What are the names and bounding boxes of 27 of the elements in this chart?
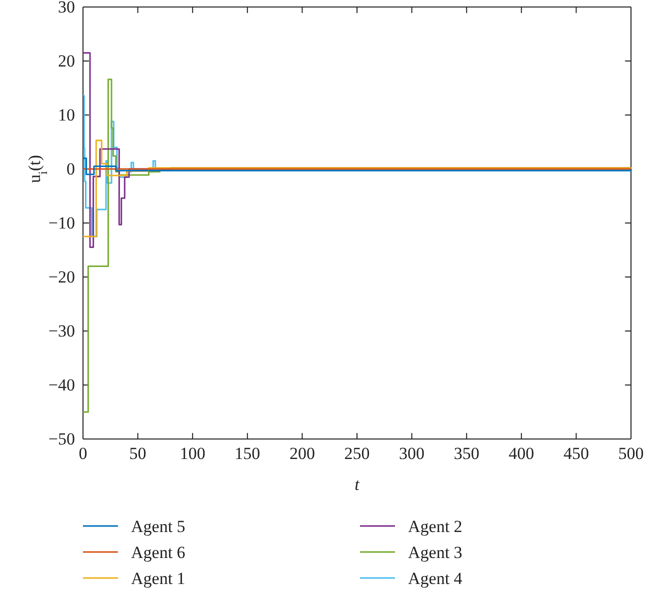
x-tick-label: 250 bbox=[344, 444, 370, 464]
x-tick-label: 100 bbox=[180, 444, 206, 464]
x-axis-title: t bbox=[354, 475, 361, 494]
y-tick-label: −40 bbox=[48, 375, 75, 394]
legend-label: Agent 2 bbox=[408, 517, 462, 536]
y-tick-label: −10 bbox=[48, 213, 75, 232]
legend-label: Agent 6 bbox=[131, 543, 186, 562]
y-tick-label: 20 bbox=[58, 51, 75, 70]
x-tick-label: 500 bbox=[618, 444, 644, 464]
x-tick-label: 450 bbox=[563, 444, 589, 464]
x-tick-label: 400 bbox=[508, 444, 534, 464]
x-tick-label: 0 bbox=[78, 444, 88, 464]
x-tick-label: 50 bbox=[129, 444, 146, 464]
x-tick-label: 200 bbox=[289, 444, 315, 464]
y-tick-label: 30 bbox=[58, 0, 75, 16]
legend-label: Agent 5 bbox=[131, 517, 186, 536]
y-tick-label: −50 bbox=[48, 429, 75, 448]
y-tick-label: −20 bbox=[48, 267, 75, 286]
x-tick-label: 300 bbox=[399, 444, 425, 464]
x-tick-label: 350 bbox=[454, 444, 480, 464]
y-tick-label: 0 bbox=[66, 159, 75, 178]
x-tick-label: 150 bbox=[234, 444, 260, 464]
legend-label: Agent 1 bbox=[131, 569, 186, 588]
legend-label: Agent 4 bbox=[408, 569, 463, 588]
y-tick-label: 10 bbox=[58, 105, 75, 124]
y-tick-label: −30 bbox=[48, 321, 75, 340]
legend-label: Agent 3 bbox=[408, 543, 462, 562]
